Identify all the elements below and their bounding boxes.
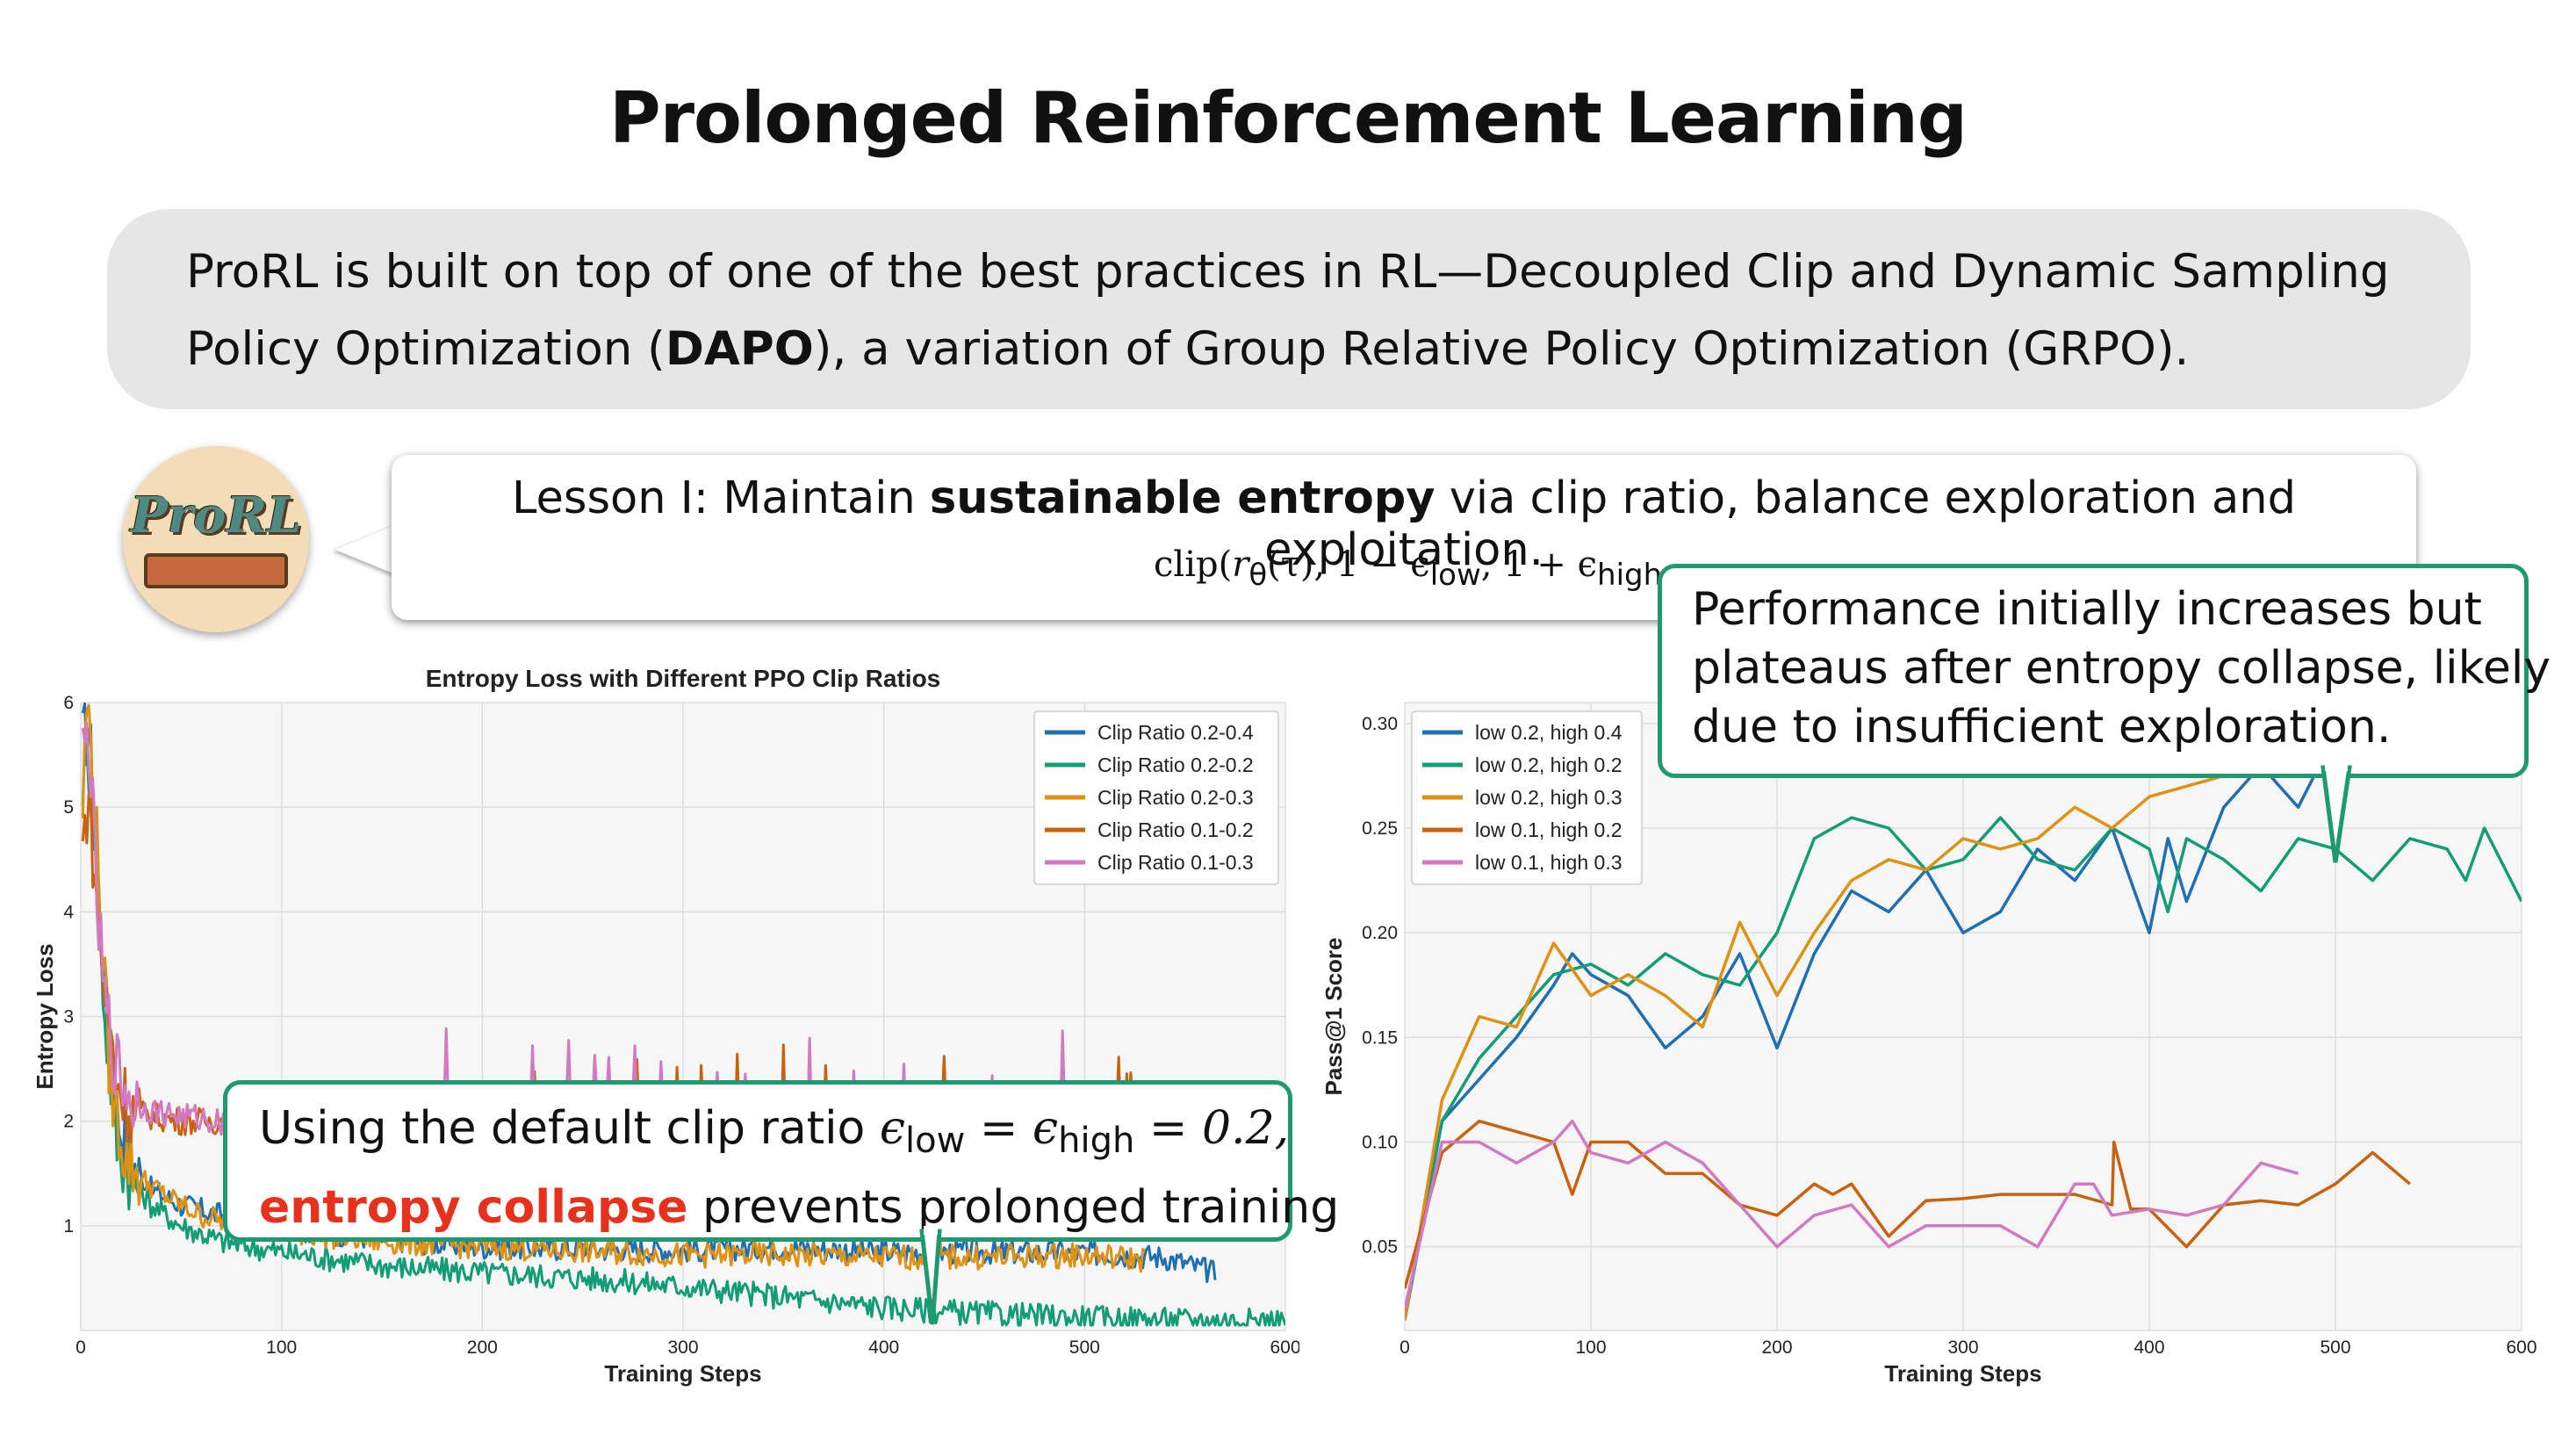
x-tick-label: 300 [667, 1337, 698, 1358]
legend-label: low 0.1, high 0.3 [1475, 851, 1623, 874]
y-tick-label: 0.10 [1362, 1133, 1398, 1153]
logo-text: ProRL [130, 487, 302, 544]
lesson-bold: sustainable entropy [929, 472, 1436, 524]
series-line [81, 740, 1285, 1327]
x-tick-label: 100 [1575, 1337, 1606, 1358]
lesson-pre: Lesson I: Maintain [512, 472, 930, 524]
clip-ratio-callout: Using the default clip ratio ϵlow = ϵhig… [223, 1080, 1339, 1242]
intro-text: ProRL is built on top of one of the best… [186, 234, 2389, 388]
x-tick-label: 200 [467, 1337, 498, 1358]
intro-line-2: Policy Optimization (DAPO), a variation … [186, 311, 2389, 388]
lesson-text: Lesson I: Maintain sustainable entropy v… [392, 472, 2416, 576]
intro-line-2-pre: Policy Optimization ( [186, 322, 666, 376]
lesson-bubble-tail [335, 525, 395, 574]
legend-label: Clip Ratio 0.1-0.2 [1097, 818, 1254, 841]
legend-label: Clip Ratio 0.2-0.3 [1097, 786, 1254, 809]
x-tick-label: 0 [1400, 1337, 1410, 1358]
y-tick-label: 0.30 [1362, 714, 1398, 734]
performance-callout-text: Performance initially increases but plat… [1692, 580, 2551, 757]
series-line [1405, 1119, 2299, 1310]
clip-math: ϵlow = ϵhigh = 0.2, [879, 1102, 1290, 1161]
x-tick-label: 400 [2133, 1337, 2164, 1358]
series-line [1405, 1119, 2411, 1289]
series-line [1405, 732, 2411, 1321]
formula-mid: , 1 + ϵ [1480, 544, 1598, 585]
x-tick-label: 600 [1270, 1337, 1299, 1358]
y-tick-label: 2 [63, 1112, 74, 1132]
formula-tau: (τ), 1 − ϵ [1267, 544, 1430, 585]
eps-high: high [1058, 1121, 1135, 1161]
x-axis-label: Training Steps [1884, 1360, 2041, 1387]
legend-box [1411, 710, 1643, 885]
x-tick-label: 500 [2320, 1337, 2350, 1358]
perf-line-2: plateaus after entropy collapse, likely [1692, 642, 2551, 695]
prorl-logo: ProRL [123, 446, 309, 632]
intro-box: ProRL is built on top of one of the best… [107, 209, 2471, 409]
formula-theta: θ [1248, 558, 1268, 593]
clip-callout-text: Using the default clip ratio ϵlow = ϵhig… [259, 1095, 1339, 1241]
legend-box [1033, 710, 1279, 885]
y-tick-label: 3 [63, 1007, 74, 1027]
y-axis-label: Entropy Loss [32, 943, 58, 1089]
chart-title: Entropy Loss with Different PPO Clip Rat… [426, 665, 941, 692]
clip-line-2: entropy collapse prevents prolonged trai… [259, 1174, 1339, 1241]
clip-line-1: Using the default clip ratio ϵlow = ϵhig… [259, 1095, 1339, 1174]
intro-line-1: ProRL is built on top of one of the best… [186, 245, 2390, 299]
formula-high: high [1597, 558, 1663, 593]
eps-1: ϵ [879, 1102, 906, 1155]
legend-label: Clip Ratio 0.1-0.3 [1097, 851, 1254, 874]
formula-low: low [1429, 558, 1481, 593]
x-axis-label: Training Steps [604, 1360, 761, 1387]
intro-dapo: DAPO [665, 322, 814, 376]
y-axis-label: Pass@1 Score [1320, 937, 1347, 1095]
y-tick-label: 6 [63, 693, 74, 713]
series-group [1405, 722, 2522, 1321]
x-tick-label: 500 [1069, 1337, 1100, 1358]
y-tick-label: 1 [63, 1216, 74, 1236]
entropy-loss-chart: 0 100 200 300 400 500 600 1 2 3 4 5 6 Entropy Loss wi… [32, 665, 1299, 1387]
lesson-post: via clip ratio, balance exploration and … [1264, 472, 2296, 576]
x-tick-label: 0 [76, 1337, 86, 1358]
y-tick-label: 0.25 [1362, 818, 1398, 839]
clip-formula: clip(rθ(τ), 1 − ϵlow, 1 + ϵhigh [1154, 544, 1662, 593]
x-tick-label: 600 [2506, 1337, 2536, 1358]
legend-label: Clip Ratio 0.2-0.2 [1097, 753, 1254, 776]
pass-at-1-chart: 0 100 200 300 400 500 600 0.05 0.10 0.15 0.20 0.25 0… [1320, 702, 2537, 1387]
intro-line-2-post: ), a variation of Group Relative Policy … [813, 322, 2190, 376]
legend-label: low 0.2, high 0.4 [1475, 721, 1623, 744]
clip-line-1-pre: Using the default clip ratio [259, 1102, 880, 1155]
perf-line-1: Performance initially increases but [1692, 583, 2482, 636]
clip-line-2-post: prevents prolonged training [687, 1181, 1340, 1234]
performance-callout: Performance initially increases but plat… [1658, 564, 2551, 778]
x-tick-label: 300 [1947, 1337, 1978, 1358]
entropy-collapse-text: entropy collapse [259, 1181, 688, 1234]
y-tick-label: 0.05 [1362, 1237, 1398, 1258]
y-tick-label: 0.20 [1362, 923, 1398, 943]
series-line [1405, 816, 2522, 1321]
x-tick-label: 400 [868, 1337, 899, 1358]
perf-line-3: due to insufficient exploration. [1692, 701, 2392, 753]
eps-low: low [905, 1121, 966, 1161]
legend-label: low 0.2, high 0.2 [1475, 753, 1623, 776]
legend-label: low 0.2, high 0.3 [1475, 786, 1623, 809]
legend-label: Clip Ratio 0.2-0.4 [1097, 721, 1254, 744]
lesson-bubble: Lesson I: Maintain sustainable entropy v… [392, 455, 2416, 620]
x-tick-label: 100 [266, 1337, 297, 1358]
legend-label: low 0.1, high 0.2 [1475, 818, 1623, 841]
slide-title: Prolonged Reinforcement Learning [608, 77, 1968, 159]
y-tick-label: 4 [63, 902, 74, 922]
formula-pre: clip( [1154, 544, 1233, 585]
y-tick-label: 5 [63, 797, 74, 818]
eq-2: = 0.2, [1134, 1102, 1290, 1155]
formula-r: r [1232, 544, 1249, 585]
logo-bar [144, 553, 288, 588]
y-tick-label: 0.15 [1362, 1027, 1398, 1048]
eq-1: = ϵ [965, 1102, 1059, 1155]
x-tick-label: 200 [1761, 1337, 1792, 1358]
